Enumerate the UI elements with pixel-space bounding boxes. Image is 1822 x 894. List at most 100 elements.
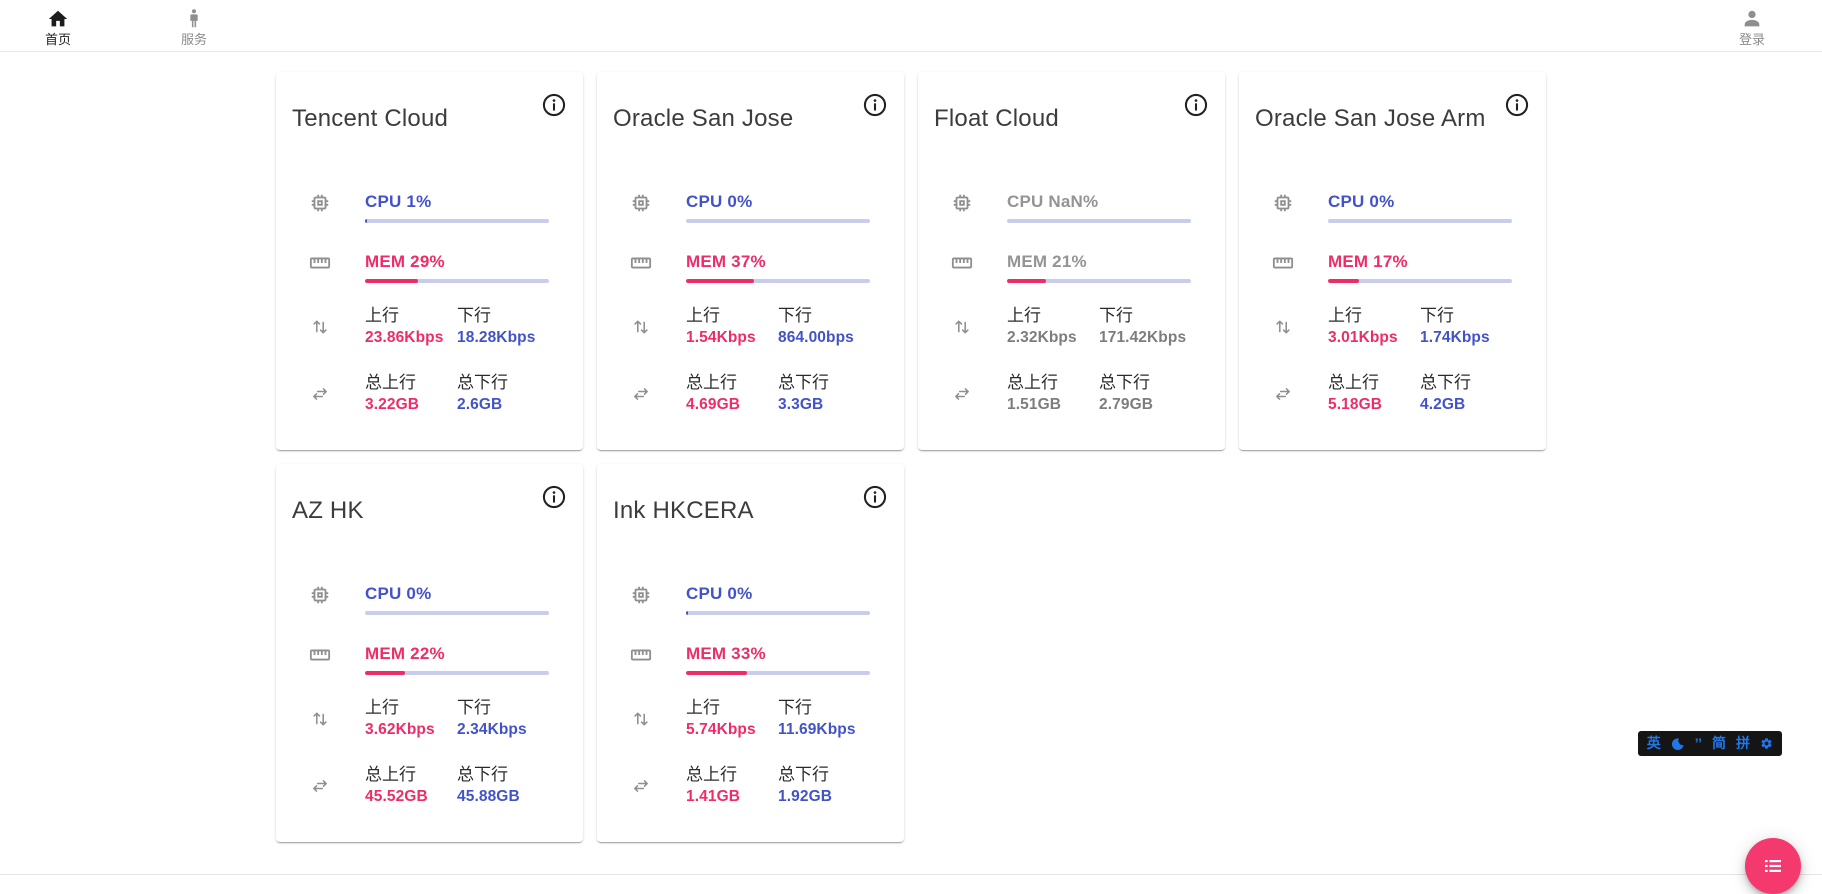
upload-label: 上行 <box>365 306 399 325</box>
person-standing-icon <box>190 9 198 28</box>
server-card: Float Cloud CPU NaN% <box>918 72 1225 450</box>
memory-ruler-icon <box>309 649 331 661</box>
swap-arrows-icon <box>313 780 327 792</box>
download-label: 下行 <box>1099 306 1133 325</box>
server-card-grid: Tencent Cloud CPU 1% <box>276 72 1546 842</box>
mem-progress-bar <box>365 671 549 675</box>
download-value: 171.42Kbps <box>1099 329 1187 346</box>
upload-value: 3.01Kbps <box>1328 329 1398 346</box>
cpu-progress-bar <box>1328 219 1512 223</box>
mem-progress-fill <box>686 279 755 283</box>
upload-value: 3.62Kbps <box>365 721 435 738</box>
total-upload-value: 5.18GB <box>1328 396 1383 413</box>
up-down-arrows-icon <box>313 320 327 334</box>
cpu-usage-label: CPU 0% <box>686 584 753 603</box>
download-value: 1.74Kbps <box>1420 329 1490 346</box>
server-list-fab[interactable] <box>1745 838 1801 894</box>
total-download-value: 4.2GB <box>1420 396 1466 413</box>
nav-item-label: 登录 <box>1738 32 1765 47</box>
upload-label: 上行 <box>1007 306 1041 325</box>
mem-usage-label: MEM 37% <box>686 252 766 271</box>
cpu-progress-bar <box>686 611 870 615</box>
download-label: 下行 <box>457 306 491 325</box>
download-label: 下行 <box>1420 306 1454 325</box>
info-icon[interactable] <box>541 92 567 118</box>
total-upload-label: 总上行 <box>686 373 737 392</box>
total-download-value: 1.92GB <box>778 788 833 805</box>
memory-ruler-icon <box>309 257 331 269</box>
nav-item-services[interactable]: 服务 <box>162 4 226 47</box>
ime-language-mode[interactable]: 英 <box>1646 735 1661 751</box>
server-name: Oracle San Jose <box>613 105 794 132</box>
account-icon <box>1744 10 1760 27</box>
gear-icon[interactable] <box>1760 737 1773 750</box>
mem-usage-label: MEM 29% <box>365 252 445 271</box>
total-download-label: 总下行 <box>1420 373 1471 392</box>
nav-item-home[interactable]: 首页 <box>26 4 90 47</box>
nav-item-login[interactable]: 登录 <box>1720 4 1784 47</box>
up-down-arrows-icon <box>634 712 648 726</box>
home-icon <box>48 10 68 27</box>
memory-ruler-icon <box>630 649 652 661</box>
download-value: 2.34Kbps <box>457 721 527 738</box>
footer-divider <box>0 874 1822 875</box>
memory-ruler-icon <box>1272 257 1294 269</box>
upload-label: 上行 <box>365 698 399 717</box>
upload-label: 上行 <box>686 698 720 717</box>
list-icon <box>1765 860 1781 872</box>
server-name: Float Cloud <box>934 105 1059 132</box>
info-icon[interactable] <box>862 484 888 510</box>
mem-usage-label: MEM 22% <box>365 644 445 663</box>
download-label: 下行 <box>778 698 812 717</box>
cpu-progress-fill <box>365 219 367 223</box>
up-down-arrows-icon <box>1276 320 1290 334</box>
download-value: 11.69Kbps <box>778 721 856 738</box>
cpu-chip-icon <box>1274 194 1292 212</box>
cpu-progress-fill <box>686 611 688 615</box>
swap-arrows-icon <box>955 388 969 400</box>
mem-progress-bar <box>1007 279 1191 283</box>
download-label: 下行 <box>457 698 491 717</box>
cpu-usage-label: CPU 0% <box>365 584 432 603</box>
total-download-label: 总下行 <box>1099 373 1150 392</box>
cpu-progress-bar <box>1007 219 1191 223</box>
total-download-value: 2.6GB <box>457 396 503 413</box>
ime-pinyin-mode[interactable]: 拼 <box>1736 735 1750 751</box>
ime-toolbar: 英 ’’ 简 拼 <box>1637 731 1782 756</box>
mem-usage-label: MEM 21% <box>1007 252 1087 271</box>
mem-progress-bar <box>1328 279 1512 283</box>
upload-value: 1.54Kbps <box>686 329 756 346</box>
total-upload-value: 45.52GB <box>365 788 428 805</box>
memory-ruler-icon <box>630 257 652 269</box>
download-value: 18.28Kbps <box>457 329 536 346</box>
download-label: 下行 <box>778 306 812 325</box>
info-icon[interactable] <box>1183 92 1209 118</box>
mem-progress-fill <box>1328 279 1360 283</box>
up-down-arrows-icon <box>313 712 327 726</box>
mem-progress-bar <box>686 671 870 675</box>
upload-value: 2.32Kbps <box>1007 329 1077 346</box>
upload-value: 23.86Kbps <box>365 329 444 346</box>
mem-progress-fill <box>365 671 406 675</box>
ime-punctuation-mode[interactable]: ’’ <box>1694 735 1702 751</box>
mem-usage-label: MEM 17% <box>1328 252 1408 271</box>
server-card: Ink HKCERA CPU 0% <box>597 464 904 842</box>
cpu-usage-label: CPU 0% <box>686 192 753 211</box>
server-name: AZ HK <box>292 497 364 524</box>
ime-charset-mode[interactable]: 简 <box>1712 735 1726 751</box>
info-icon[interactable] <box>1504 92 1530 118</box>
server-card: AZ HK CPU 0% <box>276 464 583 842</box>
total-download-value: 45.88GB <box>457 788 520 805</box>
total-download-label: 总下行 <box>457 373 508 392</box>
mem-progress-bar <box>365 279 549 283</box>
upload-label: 上行 <box>1328 306 1362 325</box>
moon-icon[interactable] <box>1671 737 1685 751</box>
total-upload-value: 1.41GB <box>686 788 741 805</box>
mem-progress-bar <box>686 279 870 283</box>
info-icon[interactable] <box>541 484 567 510</box>
total-upload-label: 总上行 <box>365 373 416 392</box>
cpu-chip-icon <box>632 194 650 212</box>
info-icon[interactable] <box>862 92 888 118</box>
cpu-chip-icon <box>311 194 329 212</box>
total-download-label: 总下行 <box>457 765 508 784</box>
